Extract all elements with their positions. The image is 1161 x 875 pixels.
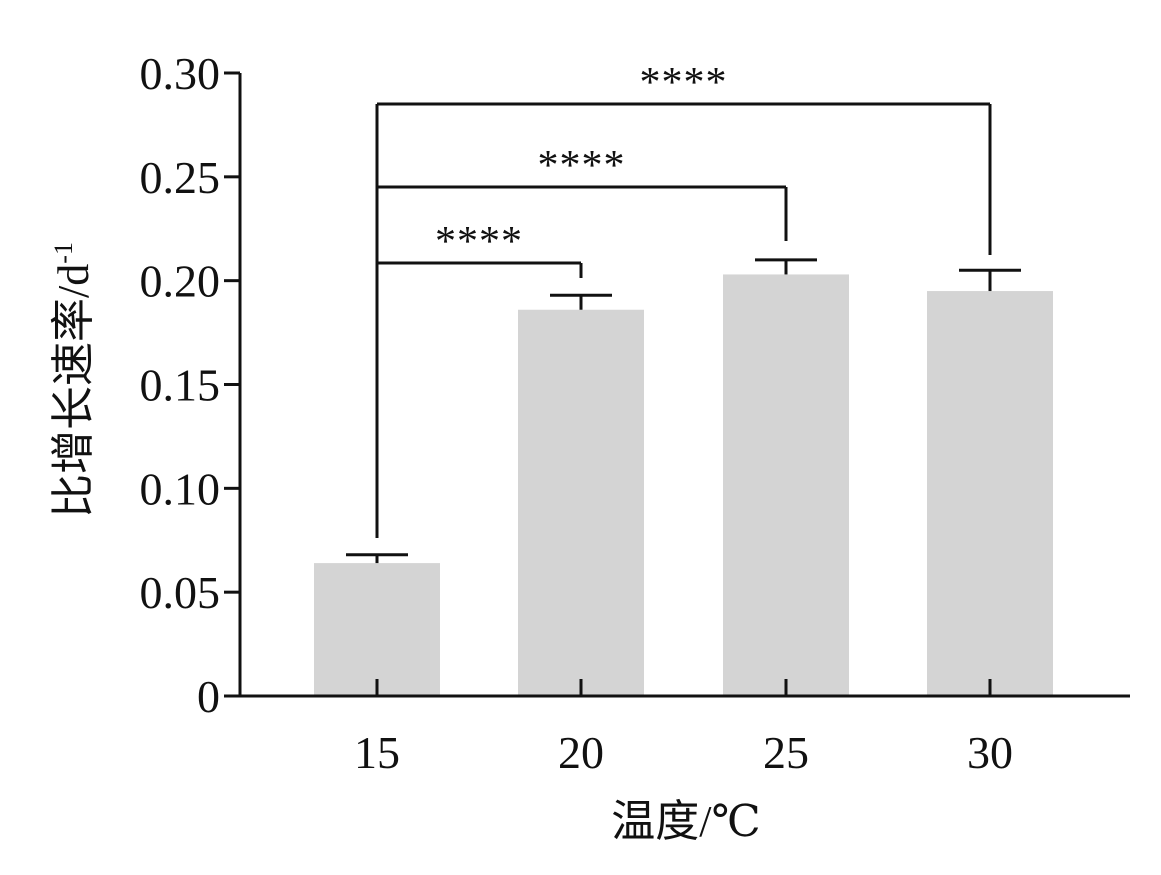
y-axis-title-superscript: -1 <box>49 242 78 264</box>
bar <box>518 309 644 696</box>
x-tick-label: 30 <box>967 727 1013 778</box>
error-bars-layer <box>346 258 1021 564</box>
y-ticks-layer: 0 0.05 0.10 0.15 0.20 0.25 0.30 <box>140 48 240 722</box>
y-tick-label: 0.05 <box>140 567 221 618</box>
bars-layer <box>314 274 1053 696</box>
x-ticks-layer: 15 20 25 30 <box>354 679 1013 778</box>
y-tick-label: 0.10 <box>140 463 221 514</box>
y-tick-label: 0.25 <box>140 152 221 203</box>
bar <box>314 563 440 696</box>
significance-label: **** <box>640 60 728 106</box>
significance-layer: **** **** **** <box>375 60 992 538</box>
y-tick-label: 0.15 <box>140 360 221 411</box>
bar <box>723 274 849 696</box>
y-tick-label: 0.30 <box>140 48 221 99</box>
x-axis-title: 温度/℃ <box>611 797 760 846</box>
bar <box>927 291 1053 696</box>
significance-label: **** <box>435 219 523 265</box>
y-tick-label: 0 <box>197 671 220 722</box>
x-tick-label: 15 <box>354 727 400 778</box>
x-tick-label: 20 <box>558 727 604 778</box>
y-axis-title-main: 比增长速率/d <box>49 264 98 518</box>
significance-label: **** <box>538 143 626 189</box>
y-tick-label: 0.20 <box>140 256 221 307</box>
y-axis-title: 比增长速率/d-1 <box>49 242 98 518</box>
x-tick-label: 25 <box>763 727 809 778</box>
